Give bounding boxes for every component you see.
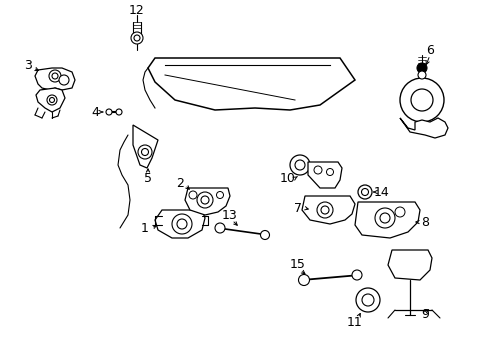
Circle shape [138, 145, 152, 159]
Circle shape [316, 202, 332, 218]
Polygon shape [35, 68, 75, 90]
Text: 4: 4 [91, 105, 99, 118]
Circle shape [106, 109, 112, 115]
Text: 13: 13 [222, 208, 237, 221]
Polygon shape [148, 58, 354, 110]
Text: 9: 9 [420, 309, 428, 321]
Circle shape [47, 95, 57, 105]
Polygon shape [133, 125, 158, 168]
Circle shape [326, 168, 333, 176]
Circle shape [172, 214, 192, 234]
Circle shape [260, 230, 269, 239]
Text: 10: 10 [280, 171, 295, 185]
Text: 1: 1 [141, 221, 149, 234]
Circle shape [49, 70, 61, 82]
Circle shape [189, 191, 197, 199]
Circle shape [289, 155, 309, 175]
Text: 8: 8 [420, 216, 428, 229]
Polygon shape [36, 88, 65, 112]
Polygon shape [399, 118, 447, 138]
Circle shape [298, 274, 309, 285]
Circle shape [374, 208, 394, 228]
Circle shape [357, 185, 371, 199]
Text: 14: 14 [373, 185, 389, 198]
Circle shape [399, 78, 443, 122]
Circle shape [394, 207, 404, 217]
Circle shape [131, 32, 142, 44]
Text: 15: 15 [289, 258, 305, 271]
Text: 3: 3 [24, 59, 32, 72]
Polygon shape [302, 196, 354, 224]
Circle shape [59, 75, 69, 85]
Circle shape [216, 192, 223, 198]
Circle shape [116, 109, 122, 115]
Text: 7: 7 [293, 202, 302, 215]
Text: 11: 11 [346, 315, 362, 328]
Text: 2: 2 [176, 176, 183, 189]
Polygon shape [307, 162, 341, 188]
Circle shape [416, 63, 426, 73]
Text: 6: 6 [425, 44, 433, 57]
Circle shape [417, 71, 425, 79]
Polygon shape [354, 202, 419, 238]
Text: 12: 12 [129, 4, 144, 17]
Text: 5: 5 [143, 171, 152, 185]
Circle shape [351, 270, 361, 280]
Circle shape [355, 288, 379, 312]
Polygon shape [155, 210, 204, 238]
Circle shape [197, 192, 213, 208]
Circle shape [215, 223, 224, 233]
Polygon shape [387, 250, 431, 280]
Circle shape [313, 166, 321, 174]
Polygon shape [184, 188, 229, 215]
